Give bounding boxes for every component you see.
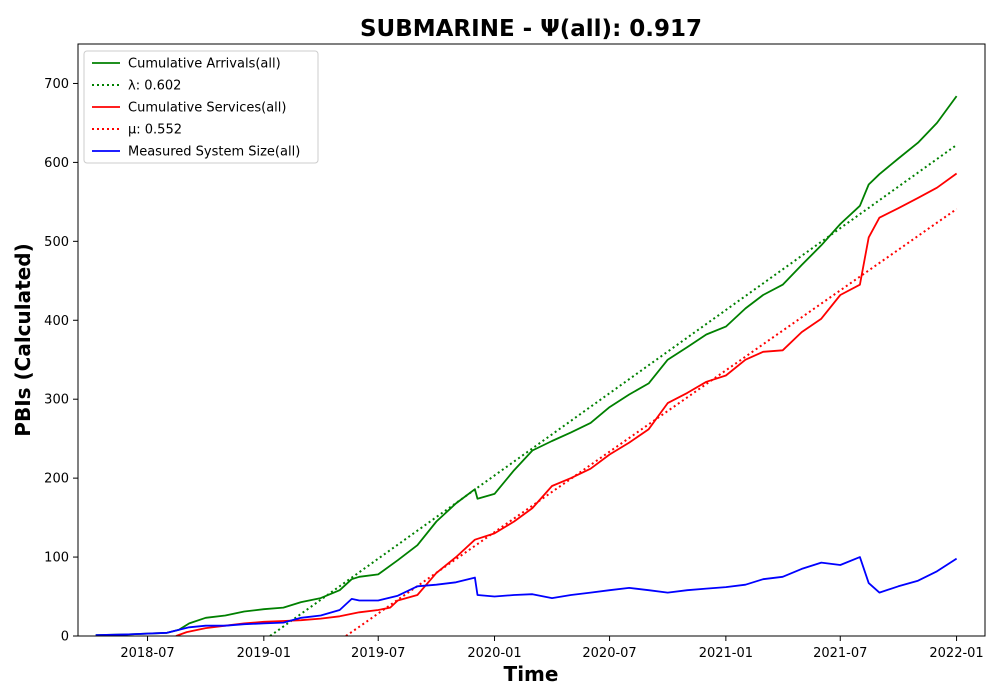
x-tick-label: 2022-01 <box>929 646 983 661</box>
x-tick-label: 2020-07 <box>582 646 636 661</box>
y-tick-label: 0 <box>61 630 69 645</box>
legend-label-measured-system-size-all: Measured System Size(all) <box>128 145 300 160</box>
legend: Cumulative Arrivals(all) λ: 0.602 Cumulati… <box>83 50 319 164</box>
legend-label-0-552: μ: 0.552 <box>128 123 182 138</box>
x-tick-label: 2019-01 <box>237 646 291 661</box>
x-tick-label: 2020-01 <box>467 646 521 661</box>
series-line-0-552 <box>345 208 958 636</box>
x-axis-label: Time <box>504 662 559 686</box>
axes-layer: 0 100 200 300 400 500 600 700 2018-07 2019-01 2019… <box>44 43 986 661</box>
series-line-measured-system-size-all <box>95 556 958 636</box>
y-tick-label: 300 <box>44 393 69 408</box>
y-tick-label: 700 <box>44 77 69 92</box>
series-line-cumulative-arrivals-all <box>95 95 958 636</box>
series-line-0-602 <box>269 144 958 636</box>
plot-area <box>95 95 958 636</box>
y-tick-label: 500 <box>44 235 69 250</box>
x-tick-label: 2021-07 <box>813 646 867 661</box>
y-tick-label: 400 <box>44 314 69 329</box>
legend-box <box>83 50 319 164</box>
plot-frame <box>77 43 986 637</box>
series-layer <box>95 95 958 636</box>
x-tick-label: 2018-07 <box>120 646 174 661</box>
y-tick-label: 600 <box>44 156 69 171</box>
x-tick-label: 2021-01 <box>699 646 753 661</box>
legend-label-cumulative-arrivals-all: Cumulative Arrivals(all) <box>128 57 281 72</box>
chart-title: SUBMARINE - Ψ(all): 0.917 <box>360 16 702 42</box>
x-tick-label: 2019-07 <box>351 646 405 661</box>
series-line-cumulative-services-all <box>175 172 958 636</box>
y-axis-label: PBIs (Calculated) <box>11 243 35 436</box>
y-tick-label: 100 <box>44 551 69 566</box>
legend-label-cumulative-services-all: Cumulative Services(all) <box>128 101 286 116</box>
y-tick-label: 200 <box>44 472 69 487</box>
legend-label-0-602: λ: 0.602 <box>128 79 181 94</box>
